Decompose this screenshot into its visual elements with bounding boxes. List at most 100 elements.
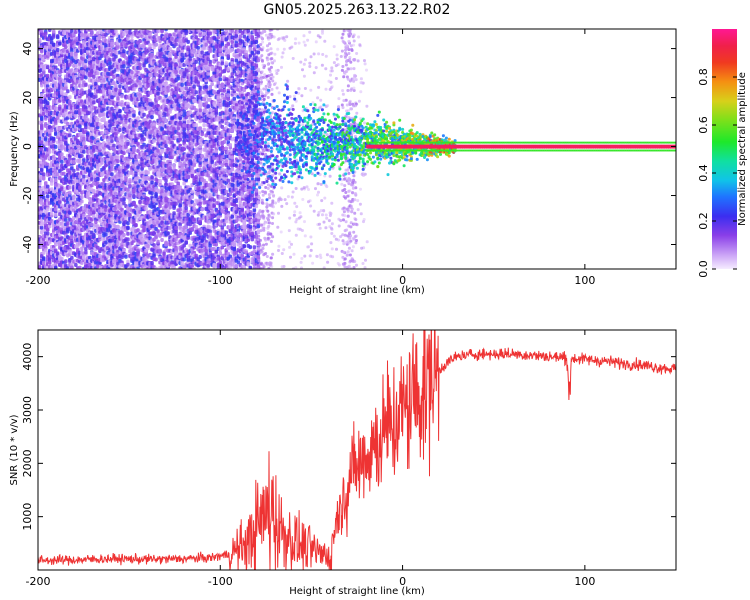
heatmap-cell [46,65,50,70]
heatmap-cell [48,149,52,154]
heatmap-cell [50,211,54,216]
heatmap-cell [40,218,44,223]
heatmap-cell [50,181,54,186]
heatmap-cell [68,95,72,100]
heatmap-cell [74,84,78,89]
heatmap-cell [148,32,152,37]
heatmap-cell [132,109,136,114]
heatmap-cell [146,197,150,201]
heatmap-cell [148,43,152,48]
heatmap-cell [114,29,118,34]
heatmap-cell [128,183,132,188]
heatmap-cell [38,136,42,141]
heatmap-cell [52,33,56,37]
heatmap-cell [128,178,132,183]
heatmap-cell [66,89,70,94]
heatmap-cell [40,115,44,120]
heatmap-cell [38,181,42,186]
heatmap-cell [80,195,84,199]
heatmap-cell [46,184,50,189]
heatmap-cell [40,125,44,130]
heatmap-cell [102,112,106,117]
heatmap-cell [112,143,116,148]
heatmap-cell [150,115,154,120]
heatmap-cell [90,29,94,34]
heatmap-cell [48,260,52,265]
heatmap-cell [132,194,136,199]
heatmap-cell [56,34,60,39]
heatmap-cell [150,180,154,185]
heatmap-cell [116,45,120,50]
heatmap-cell [54,178,58,182]
heatmap-cell [68,133,72,138]
heatmap-cell [146,244,150,249]
heatmap-cell [144,206,148,211]
heatmap-cell [64,259,68,264]
heatmap-cell [114,87,118,92]
heatmap-cell [110,167,114,172]
heatmap-cell [118,128,122,132]
heatmap-cell [124,254,128,259]
heatmap-cell [132,127,136,132]
heatmap-cell [154,192,158,197]
heatmap-cell [130,38,134,43]
heatmap-cell [40,140,44,145]
heatmap-cell [84,122,88,127]
heatmap-cell [150,175,154,180]
heatmap-cell [62,190,66,195]
heatmap-cell [82,53,86,58]
heatmap-cell [44,137,48,142]
heatmap-cell [96,117,100,122]
heatmap-cell [38,265,42,269]
heatmap-cell [122,151,126,155]
heatmap-cell [102,78,106,83]
heatmap-cell [70,51,74,56]
heatmap-cell [118,88,122,93]
heatmap-cell [92,100,96,105]
heatmap-cell [56,163,60,168]
heatmap-cell [46,207,50,212]
heatmap-cell [108,90,112,95]
heatmap-cell [52,29,56,34]
heatmap-cell [118,84,122,89]
heatmap-cell [92,232,96,237]
heatmap-cell [110,157,114,162]
heatmap-cell [126,262,130,267]
heatmap-cell [78,124,82,129]
heatmap-cell [98,233,102,238]
heatmap-cell [82,149,86,154]
heatmap-cell [116,155,120,160]
heatmap-cell [68,99,72,104]
heatmap-cell [66,266,70,269]
heatmap-cell [56,48,60,52]
heatmap-cell [104,240,108,245]
heatmap-cell [118,109,122,114]
heatmap-cell [96,71,100,76]
heatmap-cell [60,90,64,95]
heatmap-cell [102,251,106,256]
heatmap-cell [48,29,52,32]
heatmap-cell [44,31,48,36]
heatmap-cell [124,216,128,221]
heatmap-cell [50,128,54,133]
heatmap-cell [122,233,126,237]
heatmap-cell [40,29,44,33]
heatmap-cell [46,73,50,78]
heatmap-cell [82,174,86,179]
heatmap-cell [110,172,114,177]
heatmap-cell [40,225,44,230]
heatmap-cell [122,197,126,202]
heatmap-cell [44,181,48,186]
heatmap-cell [124,120,128,124]
heatmap-cell [70,255,74,260]
heatmap-cell [78,185,82,190]
heatmap-cell [148,73,152,77]
heatmap-cell [44,248,48,253]
heatmap-cell [110,43,114,48]
heatmap-cell [70,239,74,243]
heatmap-cell [152,139,156,144]
heatmap-cell [114,84,118,89]
heatmap-cell [108,57,112,62]
heatmap-cell [60,159,64,164]
